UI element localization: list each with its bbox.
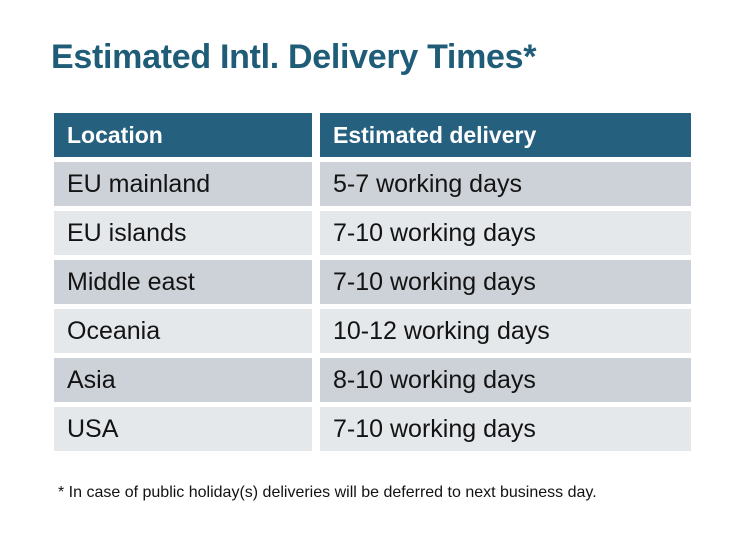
header-cell-estimated-delivery: Estimated delivery xyxy=(320,113,691,157)
cell-location: Oceania xyxy=(54,309,312,353)
cell-location: USA xyxy=(54,407,312,451)
cell-location: EU islands xyxy=(54,211,312,255)
cell-delivery: 10-12 working days xyxy=(320,309,691,353)
header-cell-location: Location xyxy=(54,113,312,157)
page-title: Estimated Intl. Delivery Times* xyxy=(51,38,537,76)
delivery-times-table: Location Estimated delivery EU mainland … xyxy=(54,113,691,451)
cell-delivery: 7-10 working days xyxy=(320,211,691,255)
cell-location: Middle east xyxy=(54,260,312,304)
cell-delivery: 7-10 working days xyxy=(320,407,691,451)
cell-delivery: 7-10 working days xyxy=(320,260,691,304)
footnote: * In case of public holiday(s) deliverie… xyxy=(58,484,597,501)
cell-delivery: 5-7 working days xyxy=(320,162,691,206)
cell-delivery: 8-10 working days xyxy=(320,358,691,402)
cell-location: Asia xyxy=(54,358,312,402)
cell-location: EU mainland xyxy=(54,162,312,206)
